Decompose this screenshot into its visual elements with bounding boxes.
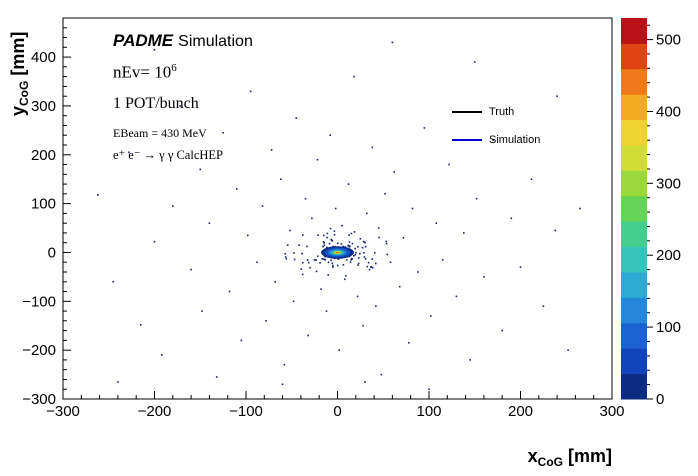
nev-exponent: 6 <box>171 62 177 74</box>
x-tick-label: −300 <box>46 403 80 420</box>
nev-text: nEv= 10 <box>113 62 172 82</box>
legend-item-truth: Truth <box>452 106 514 118</box>
annotation-pot: 1 POT/bunch <box>113 95 199 112</box>
brand-suffix: Simulation <box>178 33 253 50</box>
legend-item-simulation: Simulation <box>452 134 540 146</box>
colorbar-tick-label: 100 <box>656 319 681 336</box>
colorbar-tick-label: 300 <box>656 175 681 192</box>
colorbar-tick-label: 0 <box>656 391 664 408</box>
y-axis-title-sub: CoG <box>17 80 31 106</box>
x-axis-title-main: x <box>527 446 538 466</box>
legend-simulation-line <box>452 139 482 141</box>
y-tick-label: 100 <box>31 196 56 213</box>
legend-truth-label: Truth <box>489 106 515 118</box>
x-axis-title-rest: [mm] <box>563 446 612 466</box>
annotation-nev: nEv= 106 <box>113 62 177 83</box>
x-axis-title: xCoG [mm] <box>527 446 612 469</box>
y-tick-label: 0 <box>48 245 56 262</box>
x-tick-label: 0 <box>333 403 341 420</box>
tick-labels: −300 −200 −100 0 100 200 300 −300 −200 −100 0 100 20… <box>22 49 624 420</box>
y-tick-label: 300 <box>31 98 56 115</box>
colorbar: 0 100 200 300 400 500 <box>621 18 681 408</box>
y-axis-title-main: y <box>8 105 28 116</box>
y-axis-title: yCoG [mm] <box>8 31 31 116</box>
x-tick-label: −100 <box>229 403 263 420</box>
brand-name: PADME <box>113 31 174 50</box>
annotation-brand: PADME Simulation <box>113 31 253 51</box>
axis-ticks <box>62 17 613 400</box>
annotation-ebeam: EBeam = 430 MeV <box>113 126 207 140</box>
x-tick-label: 300 <box>599 403 624 420</box>
y-tick-label: −300 <box>22 391 56 408</box>
y-tick-label: 200 <box>31 147 56 164</box>
y-tick-label: 400 <box>31 49 56 66</box>
x-tick-label: 200 <box>508 403 533 420</box>
legend-simulation-label: Simulation <box>489 134 541 146</box>
legend-truth-line <box>452 111 482 113</box>
y-tick-label: −100 <box>22 293 56 310</box>
x-tick-label: 100 <box>416 403 441 420</box>
y-tick-label: −200 <box>22 342 56 359</box>
central-cluster <box>321 246 354 259</box>
annotation-process: e⁺ e⁻ → γ γ CalcHEP <box>113 148 223 162</box>
x-axis-title-sub: CoG <box>537 455 563 469</box>
y-axis-title-rest: [mm] <box>8 31 28 81</box>
colorbar-tick-label: 200 <box>656 247 681 264</box>
scatter-points <box>97 41 581 390</box>
colorbar-tick-label: 400 <box>656 104 681 121</box>
x-tick-label: −200 <box>138 403 172 420</box>
colorbar-tick-label: 500 <box>656 32 681 49</box>
